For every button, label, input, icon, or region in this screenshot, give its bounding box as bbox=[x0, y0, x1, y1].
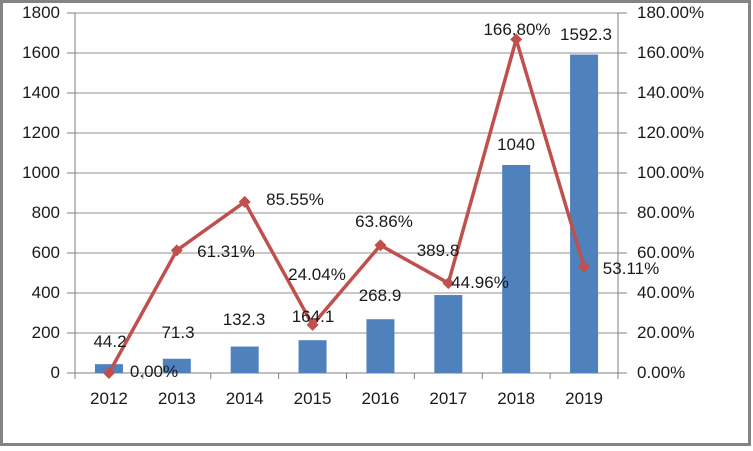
line-marker-2013 bbox=[170, 244, 183, 257]
line-marker-2016 bbox=[374, 239, 387, 252]
line-marker-2019 bbox=[578, 260, 591, 273]
line-marker-2014 bbox=[238, 195, 251, 208]
bar-2013 bbox=[162, 358, 191, 373]
growth-line bbox=[107, 37, 586, 375]
bar-2016 bbox=[366, 319, 395, 373]
line-marker-2015 bbox=[306, 318, 319, 331]
line-marker-2017 bbox=[442, 277, 455, 290]
line-marker-2018 bbox=[510, 33, 523, 46]
bar-2015 bbox=[298, 340, 327, 373]
line-marker-2012 bbox=[102, 367, 115, 379]
bar-2014 bbox=[230, 346, 259, 373]
bar-2019 bbox=[570, 54, 599, 373]
bar-2017 bbox=[434, 295, 463, 373]
bar-2018 bbox=[502, 165, 531, 373]
